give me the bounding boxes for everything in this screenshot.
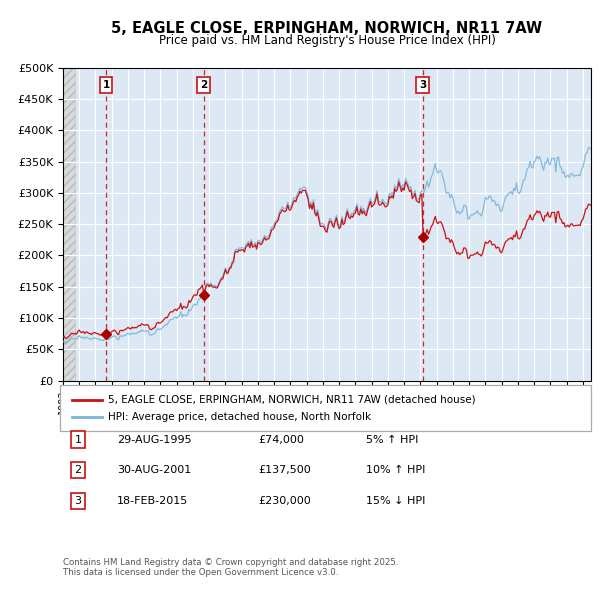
Text: £230,000: £230,000 xyxy=(258,496,311,506)
Text: 2: 2 xyxy=(74,466,82,475)
Text: Price paid vs. HM Land Registry's House Price Index (HPI): Price paid vs. HM Land Registry's House … xyxy=(158,34,496,47)
Text: £137,500: £137,500 xyxy=(258,466,311,475)
Text: 5% ↑ HPI: 5% ↑ HPI xyxy=(366,435,418,444)
Text: 5, EAGLE CLOSE, ERPINGHAM, NORWICH, NR11 7AW (detached house): 5, EAGLE CLOSE, ERPINGHAM, NORWICH, NR11… xyxy=(108,395,476,405)
Text: 3: 3 xyxy=(74,496,82,506)
Text: 29-AUG-1995: 29-AUG-1995 xyxy=(117,435,191,444)
Text: 1: 1 xyxy=(103,80,110,90)
Text: £74,000: £74,000 xyxy=(258,435,304,444)
Text: 30-AUG-2001: 30-AUG-2001 xyxy=(117,466,191,475)
Text: 10% ↑ HPI: 10% ↑ HPI xyxy=(366,466,425,475)
Text: 1: 1 xyxy=(74,435,82,444)
Text: HPI: Average price, detached house, North Norfolk: HPI: Average price, detached house, Nort… xyxy=(108,411,371,421)
Text: 2: 2 xyxy=(200,80,208,90)
Text: 5, EAGLE CLOSE, ERPINGHAM, NORWICH, NR11 7AW: 5, EAGLE CLOSE, ERPINGHAM, NORWICH, NR11… xyxy=(112,21,542,35)
Text: 3: 3 xyxy=(419,80,426,90)
Text: 15% ↓ HPI: 15% ↓ HPI xyxy=(366,496,425,506)
Text: Contains HM Land Registry data © Crown copyright and database right 2025.
This d: Contains HM Land Registry data © Crown c… xyxy=(63,558,398,577)
Text: 18-FEB-2015: 18-FEB-2015 xyxy=(117,496,188,506)
